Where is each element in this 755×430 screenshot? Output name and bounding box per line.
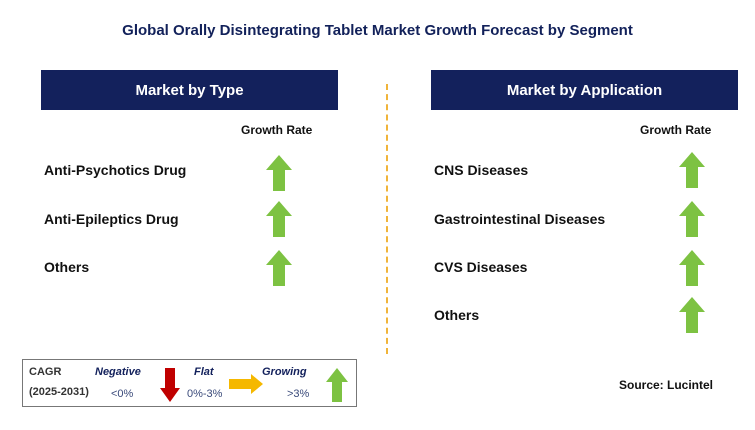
legend-negative-range: <0% xyxy=(111,388,134,400)
application-row-label: CNS Diseases xyxy=(434,162,529,178)
growing-arrow-icon xyxy=(266,201,292,237)
legend-growing-range: >3% xyxy=(287,388,310,400)
cagr-legend: CAGR (2025-2031) Negative <0% Flat 0%-3%… xyxy=(22,359,357,407)
growing-arrow-icon xyxy=(679,297,705,333)
market-by-application-header: Market by Application xyxy=(431,70,738,110)
legend-period: (2025-2031) xyxy=(29,386,89,398)
negative-arrow-icon xyxy=(160,368,180,402)
legend-negative-label: Negative xyxy=(95,366,141,378)
legend-cagr-label: CAGR xyxy=(29,366,62,378)
application-row-label: Gastrointestinal Diseases xyxy=(434,211,606,227)
growing-arrow-icon xyxy=(679,201,705,237)
market-by-type-header: Market by Type xyxy=(41,70,338,110)
growing-arrow-icon xyxy=(266,250,292,286)
legend-flat-range: 0%-3% xyxy=(187,388,223,400)
left-growth-rate-header: Growth Rate xyxy=(241,123,313,137)
legend-flat-label: Flat xyxy=(194,366,214,378)
type-row-label: Others xyxy=(44,259,90,275)
chart-title: Global Orally Disintegrating Tablet Mark… xyxy=(122,22,633,39)
growing-arrow-icon xyxy=(326,368,348,402)
growing-arrow-icon xyxy=(679,250,705,286)
growing-arrow-icon xyxy=(679,152,705,188)
flat-arrow-icon xyxy=(229,374,263,394)
right-growth-rate-header: Growth Rate xyxy=(640,123,712,137)
application-row-label: Others xyxy=(434,307,480,323)
legend-growing-label: Growing xyxy=(262,366,307,378)
application-row-label: CVS Diseases xyxy=(434,259,528,275)
type-row-label: Anti-Psychotics Drug xyxy=(44,162,187,178)
growing-arrow-icon xyxy=(266,155,292,191)
panel-divider xyxy=(386,84,388,354)
type-row-label: Anti-Epileptics Drug xyxy=(44,211,179,227)
source-note: Source: Lucintel xyxy=(619,378,714,392)
